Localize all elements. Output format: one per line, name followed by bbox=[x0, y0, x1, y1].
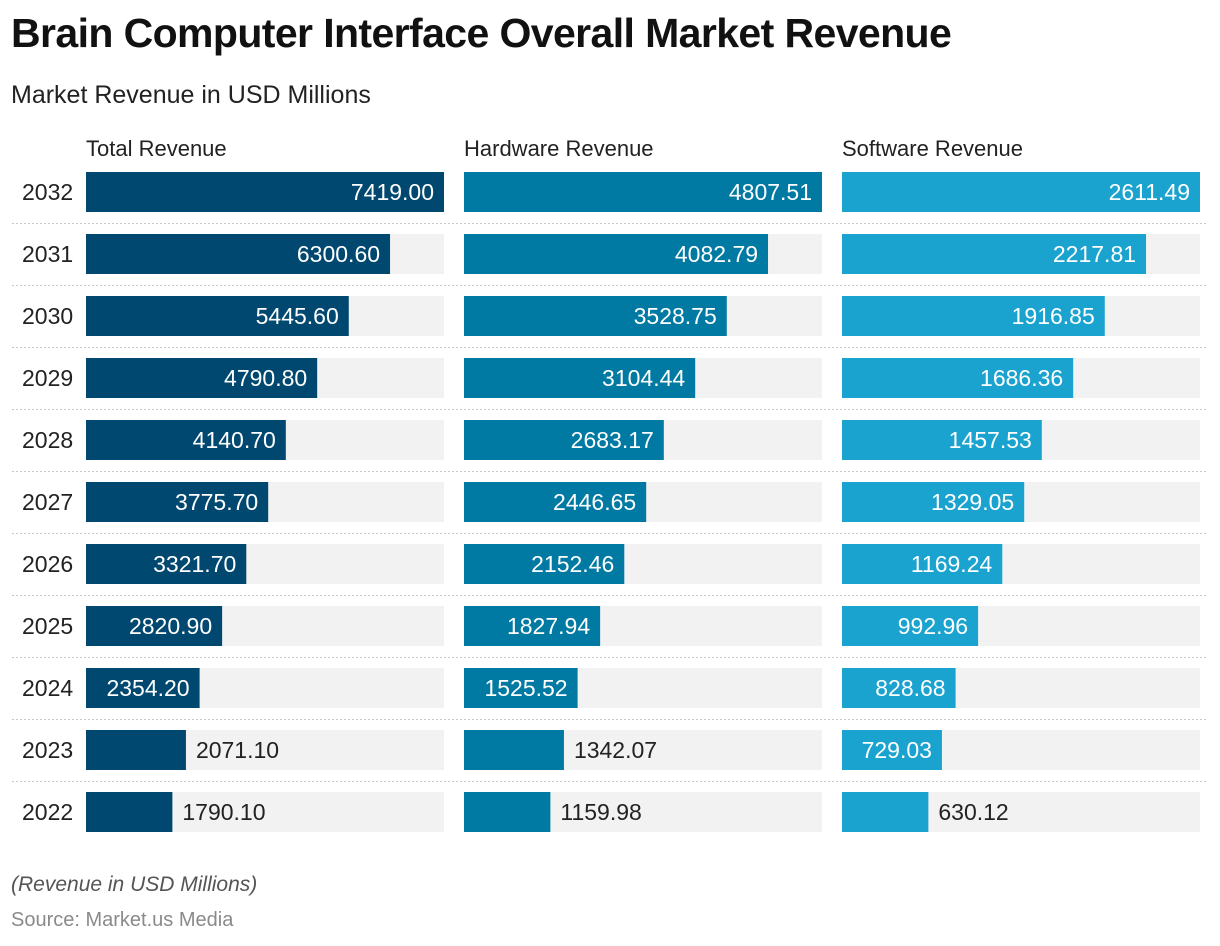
bar bbox=[464, 668, 578, 708]
bar bbox=[842, 234, 1147, 274]
bar bbox=[86, 358, 318, 398]
year-label: 2030 bbox=[22, 303, 73, 329]
bar bbox=[86, 792, 173, 832]
chart-title: Brain Computer Interface Overall Market … bbox=[11, 10, 952, 56]
value-label: 4082.79 bbox=[675, 241, 758, 267]
value-label: 2820.90 bbox=[129, 613, 212, 639]
bar bbox=[86, 296, 349, 336]
value-label: 2354.20 bbox=[106, 675, 189, 701]
value-label: 1525.52 bbox=[484, 675, 567, 701]
year-label: 2028 bbox=[22, 427, 73, 453]
bar bbox=[464, 544, 625, 584]
value-label: 2152.46 bbox=[531, 551, 614, 577]
bar bbox=[464, 792, 551, 832]
bar bbox=[842, 172, 1200, 212]
bar bbox=[86, 730, 186, 770]
value-label: 7419.00 bbox=[351, 179, 434, 205]
year-label: 2031 bbox=[22, 241, 73, 267]
bar bbox=[842, 792, 929, 832]
value-label: 1457.53 bbox=[949, 427, 1032, 453]
bar bbox=[86, 420, 286, 460]
bar bbox=[464, 358, 696, 398]
value-label: 1342.07 bbox=[574, 737, 657, 763]
value-label: 3775.70 bbox=[175, 489, 258, 515]
value-label: 2611.49 bbox=[1109, 179, 1190, 205]
value-label: 1329.05 bbox=[931, 489, 1014, 515]
value-label: 4807.51 bbox=[729, 179, 812, 205]
value-label: 2217.81 bbox=[1053, 241, 1136, 267]
bar bbox=[86, 234, 391, 274]
value-label: 1169.24 bbox=[911, 551, 993, 577]
year-label: 2032 bbox=[22, 179, 73, 205]
chart-subtitle: Market Revenue in USD Millions bbox=[11, 81, 371, 109]
revenue-unit-note: (Revenue in USD Millions) bbox=[11, 873, 258, 896]
bar bbox=[842, 668, 956, 708]
bar bbox=[86, 544, 247, 584]
value-label: 729.03 bbox=[862, 737, 932, 763]
value-label: 630.12 bbox=[938, 799, 1008, 825]
bar bbox=[842, 420, 1042, 460]
value-label: 3528.75 bbox=[634, 303, 717, 329]
value-label: 2683.17 bbox=[571, 427, 654, 453]
value-label: 2446.65 bbox=[553, 489, 636, 515]
series-header: Software Revenue bbox=[842, 136, 1023, 161]
year-label: 2029 bbox=[22, 365, 73, 391]
year-label: 2023 bbox=[22, 737, 73, 763]
value-label: 1686.36 bbox=[980, 365, 1063, 391]
year-label: 2026 bbox=[22, 551, 73, 577]
value-label: 1827.94 bbox=[507, 613, 590, 639]
bar bbox=[464, 234, 769, 274]
value-label: 4140.70 bbox=[193, 427, 276, 453]
bar bbox=[842, 358, 1074, 398]
series-header: Hardware Revenue bbox=[464, 136, 654, 161]
year-label: 2022 bbox=[22, 799, 73, 825]
value-label: 828.68 bbox=[875, 675, 945, 701]
bar bbox=[842, 730, 942, 770]
bar bbox=[86, 482, 269, 522]
bar bbox=[842, 482, 1025, 522]
value-label: 3104.44 bbox=[602, 365, 685, 391]
value-label: 992.96 bbox=[898, 613, 968, 639]
value-label: 3321.70 bbox=[153, 551, 236, 577]
bar bbox=[464, 482, 647, 522]
value-label: 2071.10 bbox=[196, 737, 279, 763]
bar bbox=[842, 606, 979, 646]
bar-chart: Total Revenue Hardware Revenue Software Re… bbox=[12, 136, 1208, 832]
value-label: 5445.60 bbox=[256, 303, 339, 329]
value-label: 1159.98 bbox=[560, 799, 641, 825]
value-label: 4790.80 bbox=[224, 365, 307, 391]
bar bbox=[842, 544, 1003, 584]
year-label: 2027 bbox=[22, 489, 73, 515]
bar bbox=[86, 668, 200, 708]
bar bbox=[86, 606, 223, 646]
value-label: 6300.60 bbox=[297, 241, 380, 267]
bar bbox=[464, 296, 727, 336]
series-header: Total Revenue bbox=[86, 136, 227, 161]
bar bbox=[842, 296, 1105, 336]
source-credit: Source: Market.us Media bbox=[11, 909, 234, 931]
year-label: 2024 bbox=[22, 675, 73, 701]
bar bbox=[464, 172, 822, 212]
year-label: 2025 bbox=[22, 613, 73, 639]
bar bbox=[464, 420, 664, 460]
value-label: 1916.85 bbox=[1012, 303, 1095, 329]
bar bbox=[464, 730, 564, 770]
bar bbox=[464, 606, 601, 646]
bar bbox=[86, 172, 444, 212]
value-label: 1790.10 bbox=[182, 799, 265, 825]
